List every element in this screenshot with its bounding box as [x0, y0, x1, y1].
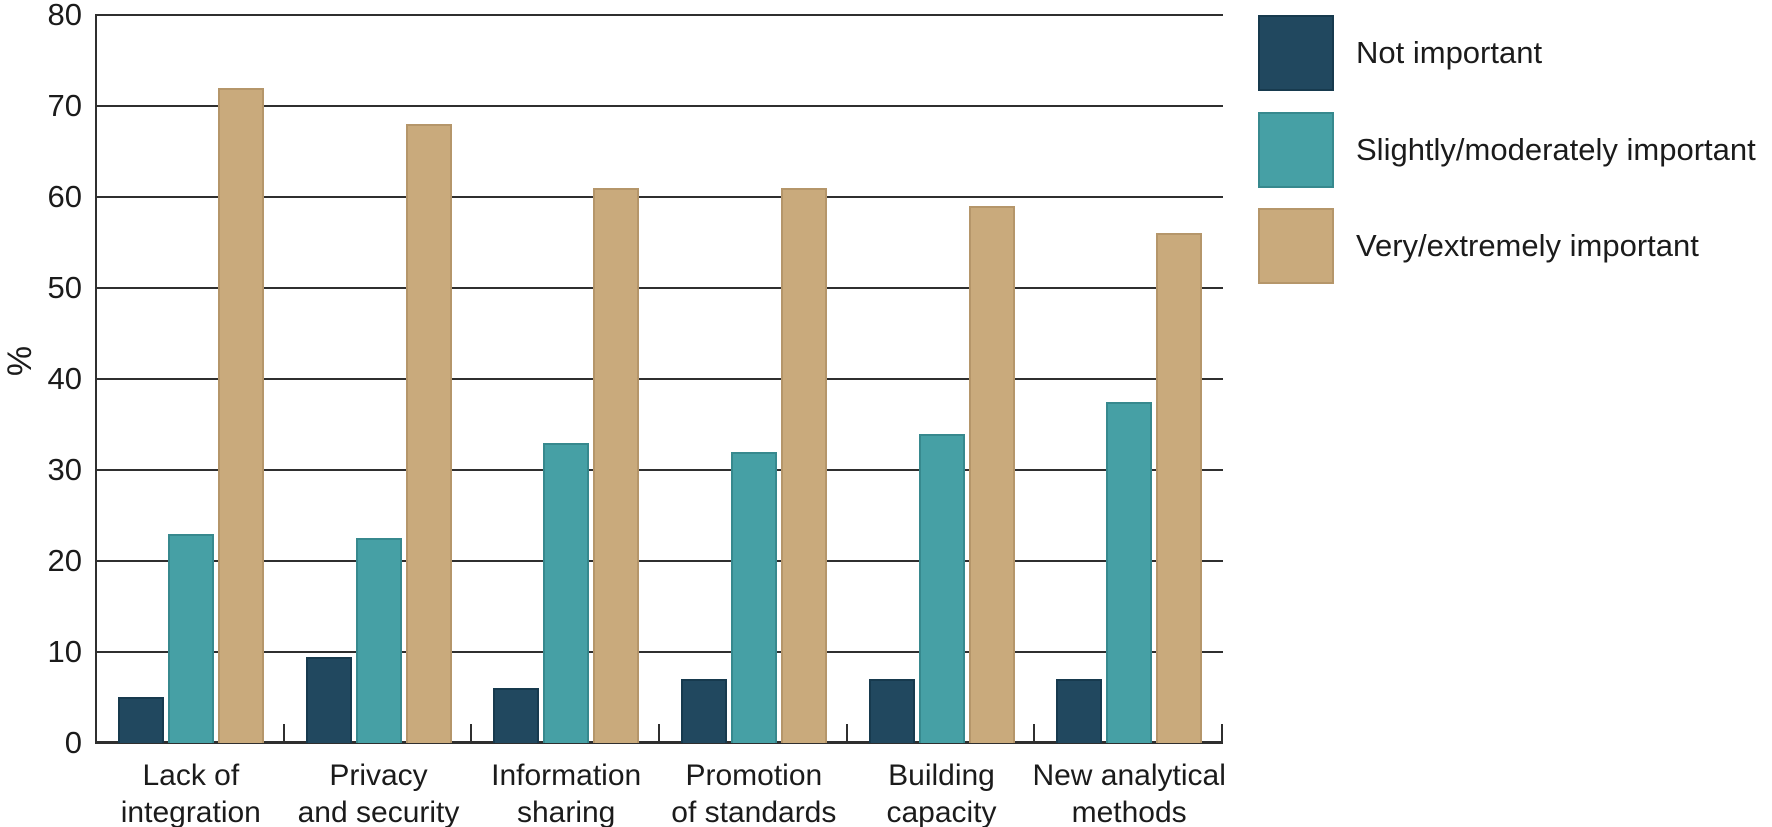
y-axis-tick-label: 0	[64, 725, 82, 760]
x-axis-boundary-tick	[1033, 724, 1035, 743]
bar-1-series-1	[118, 697, 164, 743]
x-axis-boundary-tick	[470, 724, 472, 743]
legend-swatch-icon	[1258, 208, 1334, 284]
legend-label: Very/extremely important	[1356, 228, 1699, 263]
gridline-60	[97, 196, 1223, 198]
category-label-line2: sharing	[516, 796, 616, 827]
legend-item-2: Slightly/moderately important	[1258, 112, 1756, 188]
bar-2-series-3	[406, 124, 452, 743]
y-axis-line	[95, 14, 97, 744]
category-label-line1: Building	[888, 759, 995, 792]
y-axis-tick-label: 50	[47, 270, 82, 305]
category-label-4: Promotion of standards	[649, 757, 859, 827]
category-label-line2: of standards	[671, 796, 837, 827]
bar-5-series-3	[969, 206, 1015, 743]
x-axis-boundary-tick	[658, 724, 660, 743]
category-label-line2: capacity	[886, 796, 997, 827]
bar-6-series-1	[1056, 679, 1102, 743]
bar-5-series-1	[869, 679, 915, 743]
y-axis-tick-label: 80	[47, 0, 82, 32]
category-label-6: New analytical methods	[1024, 757, 1234, 827]
bar-1-series-2	[168, 534, 214, 743]
category-label-line1: Promotion	[685, 759, 823, 792]
gridline-50	[97, 287, 1223, 289]
y-axis-tick-label: 70	[47, 88, 82, 123]
legend-item-3: Very/extremely important	[1258, 208, 1699, 284]
y-axis-tick-label: 40	[47, 361, 82, 396]
legend-item-1: Not important	[1258, 15, 1542, 91]
bar-4-series-1	[681, 679, 727, 743]
bar-3-series-3	[593, 188, 639, 743]
bar-3-series-1	[493, 688, 539, 743]
bar-2-series-2	[356, 538, 402, 743]
x-axis-boundary-tick	[283, 724, 285, 743]
bar-4-series-2	[731, 452, 777, 743]
legend: Not important Slightly/moderately importa…	[1258, 15, 1770, 295]
gridline-20	[97, 560, 1223, 562]
bar-4-series-3	[781, 188, 827, 743]
bar-2-series-1	[306, 657, 352, 743]
y-axis-tick-label: 10	[47, 634, 82, 669]
plot-area	[95, 14, 1223, 744]
x-axis-boundary-tick	[846, 724, 848, 743]
bar-3-series-2	[543, 443, 589, 743]
category-label-line1: Lack of	[142, 759, 240, 792]
gridline-30	[97, 469, 1223, 471]
y-axis-tick-label: 60	[47, 179, 82, 214]
category-label-line2: and security	[297, 796, 460, 827]
legend-swatch-icon	[1258, 15, 1334, 91]
category-label-5: Building capacity	[837, 757, 1047, 827]
bar-6-series-3	[1156, 233, 1202, 743]
bar-5-series-2	[919, 434, 965, 743]
category-label-line2: methods	[1071, 796, 1187, 827]
category-label-line1: Information	[491, 759, 642, 792]
legend-swatch-icon	[1258, 112, 1334, 188]
category-label-3: Information sharing	[461, 757, 671, 827]
category-label-2: Privacy and security	[274, 757, 484, 827]
gridline-40	[97, 378, 1223, 380]
bar-6-series-2	[1106, 402, 1152, 743]
gridline-70	[97, 105, 1223, 107]
gridline-80	[97, 14, 1223, 16]
category-label-line1: New analytical	[1032, 759, 1226, 792]
gridline-10	[97, 651, 1223, 653]
category-label-line2: integration	[120, 796, 261, 827]
legend-label: Slightly/moderately important	[1356, 132, 1756, 167]
bar-1-series-3	[218, 88, 264, 743]
x-axis-boundary-tick	[1221, 724, 1223, 743]
category-label-line1: Privacy	[329, 759, 428, 792]
y-axis-tick-label: 20	[47, 543, 82, 578]
category-label-1: Lack of integration	[86, 757, 296, 827]
legend-label: Not important	[1356, 35, 1543, 70]
y-axis-tick-label: 30	[47, 452, 82, 487]
